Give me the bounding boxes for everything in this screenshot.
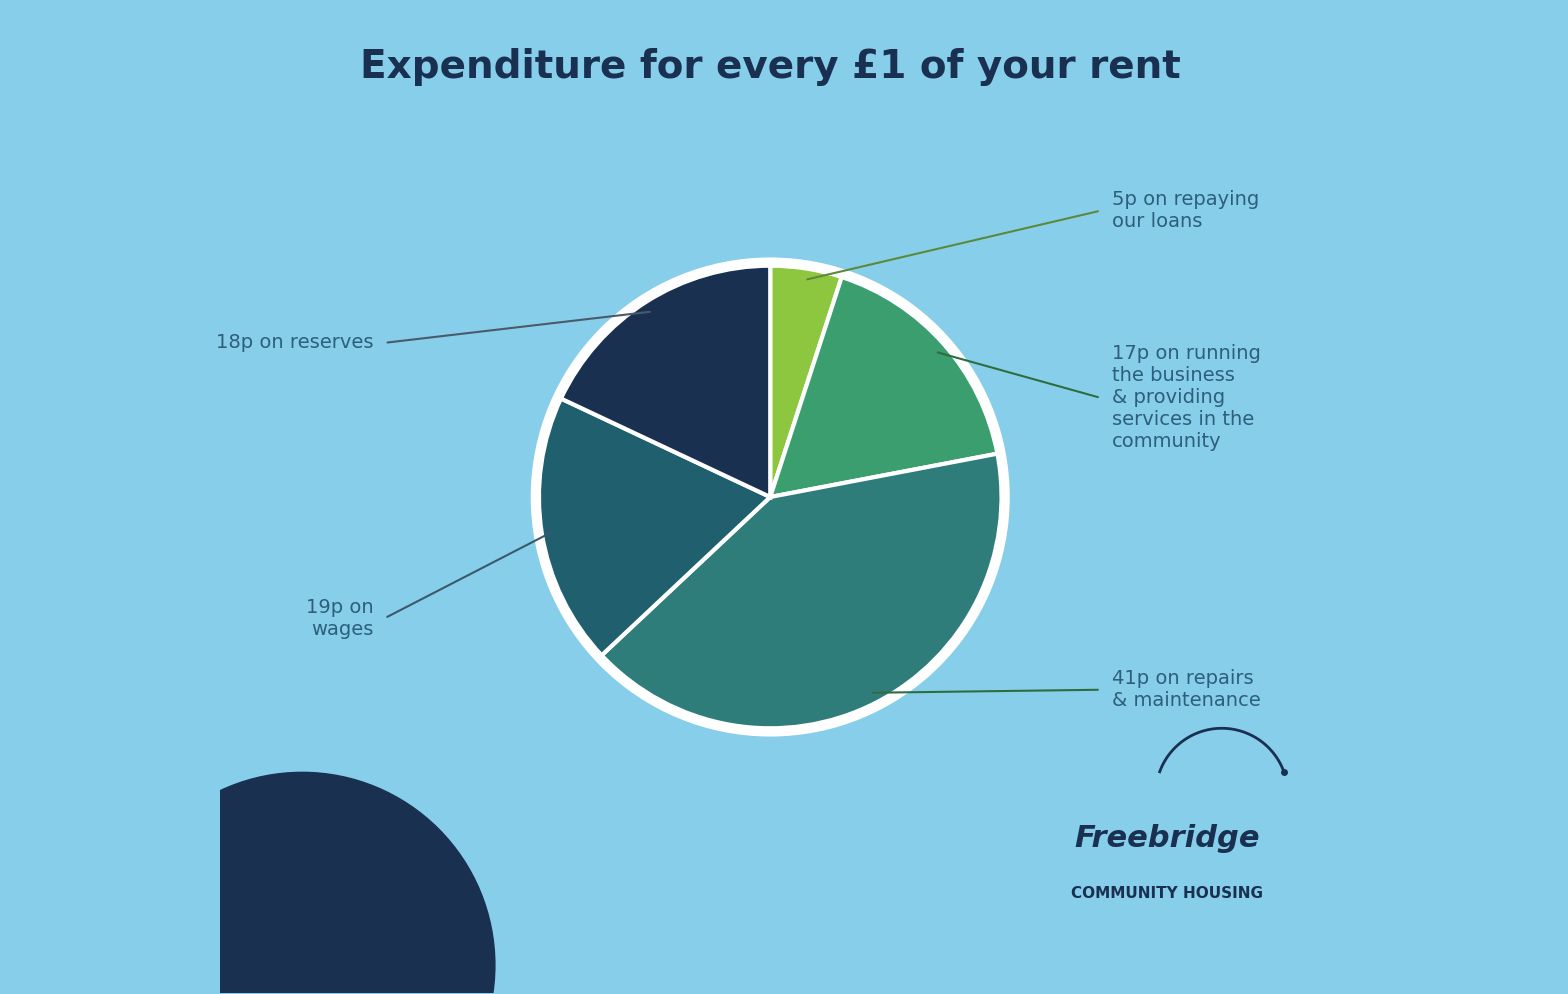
Text: 19p on
wages: 19p on wages (306, 597, 373, 639)
Wedge shape (561, 265, 770, 497)
Wedge shape (602, 453, 1002, 729)
Wedge shape (770, 277, 997, 497)
Text: 41p on repairs
& maintenance: 41p on repairs & maintenance (1112, 669, 1261, 711)
Text: 18p on reserves: 18p on reserves (216, 333, 373, 352)
Text: COMMUNITY HOUSING: COMMUNITY HOUSING (1071, 886, 1262, 901)
Circle shape (110, 772, 495, 994)
Text: 17p on running
the business
& providing
services in the
community: 17p on running the business & providing … (1112, 344, 1261, 451)
Wedge shape (539, 399, 770, 655)
Text: Expenditure for every £1 of your rent: Expenditure for every £1 of your rent (361, 49, 1181, 86)
Circle shape (530, 257, 1010, 737)
Wedge shape (770, 265, 842, 497)
Wedge shape (770, 277, 997, 497)
Text: 5p on repaying
our loans: 5p on repaying our loans (1112, 190, 1259, 232)
Wedge shape (561, 265, 770, 497)
Wedge shape (539, 399, 770, 655)
Text: Freebridge: Freebridge (1074, 824, 1259, 853)
Wedge shape (602, 453, 1002, 729)
Wedge shape (770, 265, 842, 497)
